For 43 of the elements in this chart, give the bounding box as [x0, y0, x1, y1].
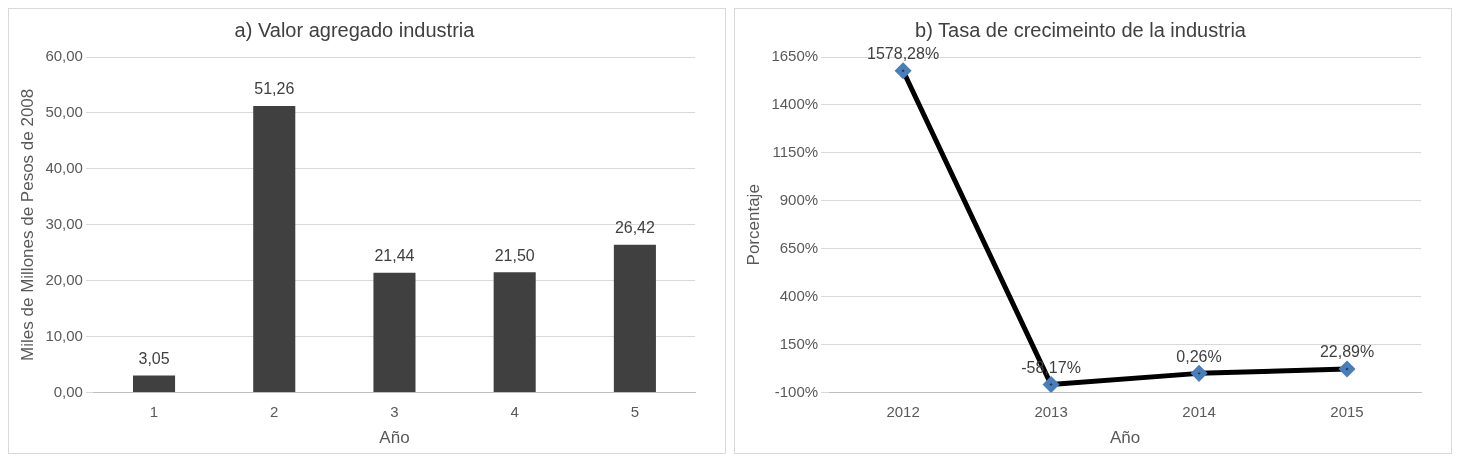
- y-tick-label: 60,00: [45, 47, 83, 65]
- y-tick-label: 40,00: [45, 159, 83, 177]
- chart-title: a) Valor agregado industria: [234, 18, 476, 41]
- data-label: 21,44: [374, 247, 415, 265]
- y-tick-label: 0,00: [53, 382, 83, 400]
- data-label: 22,89%: [1319, 343, 1375, 361]
- y-tick-label: 30,00: [45, 214, 83, 232]
- data-label: 3,05: [138, 349, 170, 367]
- y-tick-label: 10,00: [45, 326, 83, 344]
- bar: [493, 272, 536, 393]
- x-tick-label: 2015: [1330, 402, 1364, 420]
- x-tick-label: 2: [270, 402, 279, 420]
- x-tick-label: 2013: [1034, 402, 1068, 420]
- y-tick-label: -100%: [774, 382, 819, 400]
- x-tick-label: 2014: [1182, 402, 1216, 420]
- y-tick-label: 1150%: [772, 143, 819, 161]
- chart-title: b) Tasa de crecimeinto de la industria: [915, 18, 1247, 41]
- data-label: 21,50: [494, 246, 535, 264]
- bar: [373, 272, 416, 393]
- x-tick-label: 3: [390, 402, 399, 420]
- y-tick-label: 400%: [779, 286, 819, 304]
- x-tick-label: 1: [149, 402, 159, 420]
- x-tick-label: 2012: [886, 402, 920, 420]
- y-axis-title: Porcentaje: [743, 184, 763, 266]
- x-axis-title: Año: [379, 428, 410, 448]
- data-label: 0,26%: [1176, 347, 1222, 365]
- data-label: 26,42: [614, 219, 656, 237]
- y-tick-label: 1400%: [771, 95, 819, 113]
- x-axis-title: Año: [1109, 428, 1141, 448]
- y-tick-label: 150%: [779, 334, 819, 352]
- y-tick-label: 900%: [779, 190, 819, 208]
- y-tick-label: 650%: [779, 238, 819, 256]
- x-tick-label: 5: [630, 402, 640, 420]
- y-tick-label: 20,00: [45, 270, 83, 288]
- bar: [613, 244, 656, 393]
- y-tick-label: 1650%: [771, 47, 819, 65]
- bar: [133, 375, 176, 393]
- data-label: 1578,28%: [867, 45, 940, 63]
- bar: [253, 105, 296, 393]
- y-tick-label: 50,00: [45, 103, 83, 121]
- x-tick-label: 4: [510, 402, 519, 420]
- y-axis-title: Miles de Millones de Pesos de 2008: [17, 88, 37, 361]
- data-label: 51,26: [254, 80, 295, 98]
